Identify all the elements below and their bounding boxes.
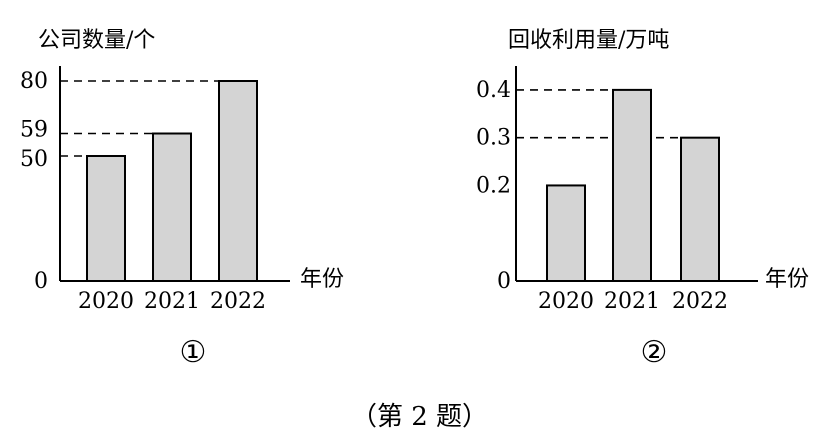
chart2-x-tick-label-2021: 2021 — [604, 289, 660, 314]
chart1-x-axis-title: 年份 — [300, 267, 344, 292]
chart1-bar-2020 — [86, 155, 126, 282]
chart2-y-axis-title: 回收利用量/万吨 — [508, 28, 669, 53]
chart1-y-tick-label-0: 0 — [34, 269, 48, 294]
chart1-x-tick-label-2022: 2022 — [210, 289, 266, 314]
chart2-bar-2020 — [546, 184, 586, 282]
chart2-y-tick-label-3: 0.4 — [476, 78, 511, 103]
chart1-y-tick-label-1: 50 — [20, 147, 48, 172]
chart2-x-axis-title: 年份 — [765, 267, 809, 292]
chart2-x-tick-label-2022: 2022 — [672, 289, 728, 314]
chart1-y-tick-label-3: 80 — [20, 69, 48, 94]
chart1-bar-2022 — [218, 80, 258, 282]
chart1-x-tick-label-2021: 2021 — [144, 289, 200, 314]
chart1-number-label: ① — [180, 335, 207, 370]
chart1-y-tick-label-2: 59 — [20, 118, 48, 143]
chart2-y-tick-label-1: 0.2 — [476, 173, 511, 198]
chart2-y-tick-label-0: 0 — [497, 269, 511, 294]
chart2-number-label: ② — [641, 335, 668, 370]
chart2-y-tick-label-2: 0.3 — [476, 126, 511, 151]
chart1-x-tick-label-2020: 2020 — [78, 289, 134, 314]
chart1-bar-2021 — [152, 132, 192, 282]
chart2-bar-2022 — [680, 136, 720, 282]
figure-caption: （第 2 题） — [350, 402, 489, 432]
chart2-x-tick-label-2020: 2020 — [538, 289, 594, 314]
chart2-bar-2021 — [612, 88, 652, 282]
chart1-y-axis-title: 公司数量/个 — [38, 28, 155, 53]
